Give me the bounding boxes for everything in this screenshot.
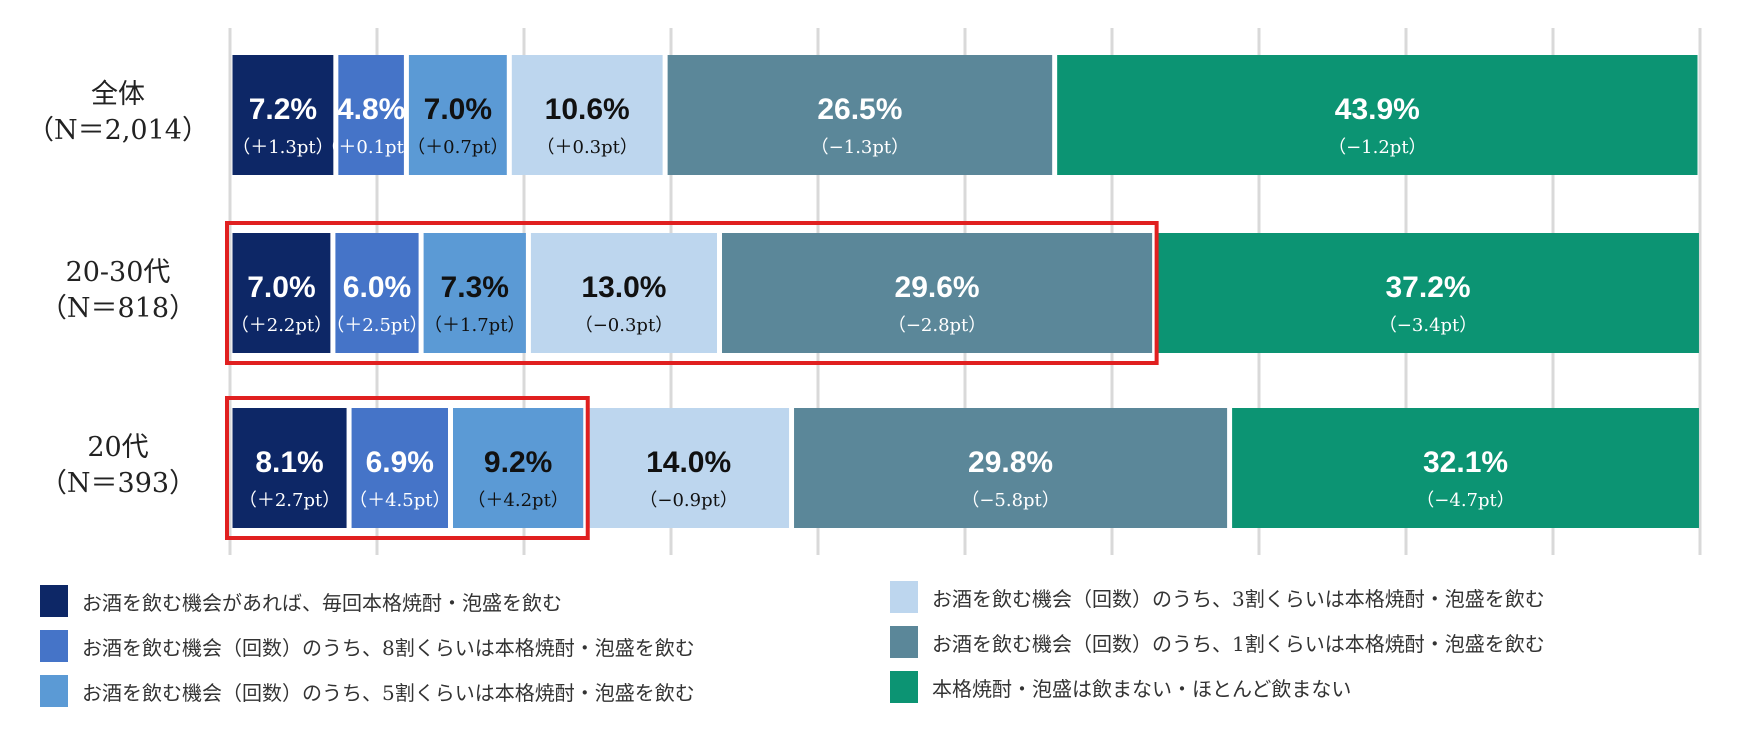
- change-label-0-2: （＋0.7pt）: [407, 137, 508, 158]
- highlight-box-0: [225, 221, 1159, 365]
- change-label-0-0: （＋1.3pt）: [232, 137, 333, 158]
- row-label-1: 20-30代: [66, 257, 171, 288]
- legend-item-4: お酒を飲む機会（回数）のうち、1割くらいは本格焼酎・泡盛を飲む: [890, 623, 1545, 661]
- change-label-2-1: （＋4.5pt）: [349, 490, 450, 511]
- legend: お酒を飲む機会があれば、毎回本格焼酎・泡盛を飲むお酒を飲む機会（回数）のうち、8…: [0, 570, 1764, 740]
- value-label-1-1: 6.0%: [343, 271, 411, 304]
- legend-swatch: [890, 581, 918, 613]
- row-n-1: （N＝818）: [40, 293, 196, 324]
- value-label-1-4: 29.6%: [895, 271, 980, 304]
- legend-item-0: お酒を飲む機会があれば、毎回本格焼酎・泡盛を飲む: [40, 582, 562, 620]
- legend-label: お酒を飲む機会（回数）のうち、8割くらいは本格焼酎・泡盛を飲む: [82, 635, 695, 660]
- bar-segment-1-5: [1157, 233, 1699, 353]
- value-label-0-0: 7.2%: [249, 93, 317, 126]
- bar-segment-0-1: [338, 55, 404, 175]
- highlight-box-1: [225, 396, 590, 540]
- legend-item-3: お酒を飲む機会（回数）のうち、3割くらいは本格焼酎・泡盛を飲む: [890, 578, 1545, 616]
- stacked-bar-chart: 全体（N＝2,014）20-30代（N＝818）20代（N＝393）7.2%（＋…: [27, 28, 1702, 555]
- bar-segment-1-3: [530, 233, 718, 353]
- bar-segment-2-3: [588, 408, 790, 528]
- bar-segment-0-0: [232, 55, 334, 175]
- bar-segment-2-1: [351, 408, 448, 528]
- legend-label: 本格焼酎・泡盛は飲まない・ほとんど飲まない: [932, 676, 1352, 701]
- bar-segment-2-4: [794, 408, 1228, 528]
- change-label-2-4: （−5.8pt）: [961, 490, 1059, 511]
- bar-segment-1-4: [722, 233, 1153, 353]
- change-label-1-1: （＋2.5pt）: [326, 315, 427, 336]
- row-label-0: 全体: [91, 79, 145, 110]
- row-n-2: （N＝393）: [40, 468, 196, 499]
- change-label-2-0: （＋2.7pt）: [239, 490, 340, 511]
- value-label-2-5: 32.1%: [1423, 446, 1508, 479]
- legend-swatch: [40, 585, 68, 617]
- change-label-2-3: （−0.9pt）: [639, 490, 737, 511]
- bar-segment-0-5: [1057, 55, 1698, 175]
- bar-segment-0-3: [511, 55, 663, 175]
- change-label-1-3: （−0.3pt）: [575, 315, 673, 336]
- change-label-1-2: （＋1.7pt）: [424, 315, 525, 336]
- value-label-0-4: 26.5%: [817, 93, 902, 126]
- legend-label: お酒を飲む機会（回数）のうち、5割くらいは本格焼酎・泡盛を飲む: [82, 680, 695, 705]
- value-label-2-4: 29.8%: [968, 446, 1053, 479]
- change-label-1-4: （−2.8pt）: [888, 315, 986, 336]
- value-label-0-1: 4.8%: [337, 93, 405, 126]
- change-label-1-0: （＋2.2pt）: [231, 315, 332, 336]
- legend-label: お酒を飲む機会（回数）のうち、3割くらいは本格焼酎・泡盛を飲む: [932, 586, 1545, 611]
- value-label-2-2: 9.2%: [484, 446, 552, 479]
- change-label-2-5: （−4.7pt）: [1416, 490, 1514, 511]
- change-label-0-5: （−1.2pt）: [1328, 137, 1426, 158]
- value-label-1-2: 7.3%: [441, 271, 509, 304]
- value-label-0-2: 7.0%: [424, 93, 492, 126]
- legend-item-5: 本格焼酎・泡盛は飲まない・ほとんど飲まない: [890, 668, 1351, 706]
- bar-segment-2-0: [232, 408, 347, 528]
- bar-segment-0-2: [408, 55, 507, 175]
- legend-item-1: お酒を飲む機会（回数）のうち、8割くらいは本格焼酎・泡盛を飲む: [40, 627, 695, 665]
- value-label-1-5: 37.2%: [1386, 271, 1471, 304]
- bar-segment-1-1: [335, 233, 419, 353]
- bar-segment-1-0: [232, 233, 331, 353]
- change-label-0-3: （＋0.3pt）: [537, 137, 638, 158]
- legend-swatch: [890, 626, 918, 658]
- value-label-2-3: 14.0%: [646, 446, 731, 479]
- change-label-1-5: （−3.4pt）: [1379, 315, 1477, 336]
- legend-swatch: [40, 630, 68, 662]
- value-label-2-0: 8.1%: [255, 446, 323, 479]
- legend-item-2: お酒を飲む機会（回数）のうち、5割くらいは本格焼酎・泡盛を飲む: [40, 672, 695, 710]
- value-label-0-3: 10.6%: [545, 93, 630, 126]
- legend-swatch: [890, 671, 918, 703]
- legend-swatch: [40, 675, 68, 707]
- change-label-0-1: （＋0.1pt）: [320, 137, 421, 158]
- value-label-1-3: 13.0%: [581, 271, 666, 304]
- row-label-2: 20代: [87, 432, 148, 463]
- legend-label: お酒を飲む機会（回数）のうち、1割くらいは本格焼酎・泡盛を飲む: [932, 631, 1545, 656]
- bar-segment-2-2: [453, 408, 584, 528]
- bar-segment-2-5: [1232, 408, 1699, 528]
- value-label-0-5: 43.9%: [1335, 93, 1420, 126]
- bar-segment-1-2: [423, 233, 526, 353]
- bar-segment-0-4: [667, 55, 1053, 175]
- change-label-0-4: （−1.3pt）: [811, 137, 909, 158]
- change-label-2-2: （＋4.2pt）: [467, 490, 568, 511]
- value-label-1-0: 7.0%: [247, 271, 315, 304]
- row-n-0: （N＝2,014）: [27, 115, 209, 146]
- value-label-2-1: 6.9%: [366, 446, 434, 479]
- legend-label: お酒を飲む機会があれば、毎回本格焼酎・泡盛を飲む: [82, 590, 562, 615]
